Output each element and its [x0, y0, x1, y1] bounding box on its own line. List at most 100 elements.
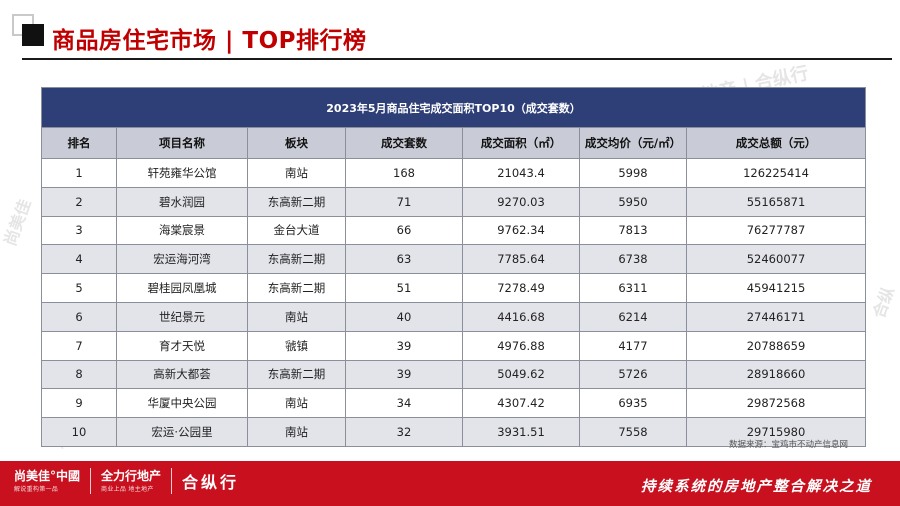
table-cell: 虢镇 — [247, 330, 346, 361]
logo-square-fill — [22, 24, 44, 46]
table-cell: 34 — [345, 388, 463, 419]
footer-bar — [0, 461, 900, 506]
table-cell: 金台大道 — [247, 215, 346, 246]
brand-logo-2: 全力行地产 商业上品 地主地产 — [101, 469, 161, 493]
table-cell: 华厦中央公园 — [116, 388, 248, 419]
watermark-right: 合纵 — [869, 284, 898, 321]
table-row: 9 华厦中央公园 南站 34 4307.42 6935 29872568 — [41, 388, 867, 419]
brand-2-name: 全力行地产 — [101, 469, 162, 483]
footer-slogan: 持续系统的房地产整合解决之道 — [641, 479, 872, 495]
table-cell: 39 — [345, 330, 463, 361]
table-cell: 7813 — [579, 215, 687, 246]
table-cell: 6738 — [579, 244, 687, 275]
table-cell: 29715980 — [685, 417, 867, 447]
table-cell: 碧水润园 — [116, 186, 248, 217]
title-divider — [22, 58, 892, 60]
table-row: 8 高新大都荟 东高新二期 39 5049.62 5726 28918660 — [41, 359, 867, 390]
table-row: 6 世纪景元 南站 40 4416.68 6214 27446171 — [41, 301, 867, 332]
column-header: 成交面积（㎡） — [462, 127, 580, 159]
brand-logo-1: 尚美佳°中國 解说重构第一品 — [14, 469, 80, 493]
table-cell: 7 — [41, 330, 117, 361]
table-cell: 71 — [345, 186, 463, 217]
page-title: 商品房住宅市场 | TOP排行榜 — [52, 28, 367, 54]
table-cell: 5 — [41, 273, 117, 303]
table-cell: 3 — [41, 215, 117, 246]
table-cell: 海棠宸景 — [116, 215, 248, 246]
watermark-left: 尚美佳 — [0, 196, 35, 249]
table-cell: 40 — [345, 301, 463, 332]
table-cell: 45941215 — [685, 273, 867, 303]
table-row: 4 宏运海河湾 东高新二期 63 7785.64 6738 52460077 — [41, 244, 867, 275]
table-header-row: 排名 项目名称 板块 成交套数 成交面积（㎡） 成交均价（元/㎡） 成交总额（元） — [41, 127, 867, 159]
table-cell: 5950 — [579, 186, 687, 217]
table-cell: 6214 — [579, 301, 687, 332]
table-cell: 南站 — [247, 301, 346, 332]
table-cell: 6935 — [579, 388, 687, 419]
ranking-table-container: 2023年5月商品住宅成交面积TOP10（成交套数） 排名 项目名称 板块 成交套数成… — [40, 87, 867, 447]
column-header: 成交套数 — [345, 127, 463, 159]
table-cell: 63 — [345, 244, 463, 275]
brand-divider — [171, 468, 173, 494]
brand-divider — [90, 468, 92, 494]
table-cell: 世纪景元 — [116, 301, 248, 332]
brand-logo-3: 合纵行 — [182, 473, 240, 492]
table-cell: 5049.62 — [462, 359, 580, 390]
table-row: 3 海棠宸景 金台大道 66 9762.34 7813 76277787 — [41, 215, 867, 246]
table-cell: 27446171 — [685, 301, 867, 332]
table-cell: 32 — [345, 417, 463, 447]
column-header: 项目名称 — [116, 127, 248, 159]
table-row: 1 轩苑雍华公馆 南站 168 21043.4 5998 126225414 — [41, 158, 867, 188]
table-cell: 1 — [41, 158, 117, 188]
table-row: 5 碧桂园凤凰城 东高新二期 51 7278.49 6311 45941215 — [41, 273, 867, 303]
table-cell: 5726 — [579, 359, 687, 390]
table-cell: 28918660 — [685, 359, 867, 390]
table-cell: 52460077 — [685, 244, 867, 275]
table-cell: 碧桂园凤凰城 — [116, 273, 248, 303]
footer-brand-logos: 尚美佳°中國 解说重构第一品 全力行地产 商业上品 地主地产 合纵行 — [14, 468, 239, 494]
table-cell: 4416.68 — [462, 301, 580, 332]
table-cell: 6 — [41, 301, 117, 332]
table-cell: 宏运·公园里 — [116, 417, 248, 447]
column-header: 排名 — [41, 127, 117, 159]
table-cell: 9762.34 — [462, 215, 580, 246]
table-cell: 4 — [41, 244, 117, 275]
table-cell: 2 — [41, 186, 117, 217]
table-cell: 39 — [345, 359, 463, 390]
table-cell: 7558 — [579, 417, 687, 447]
table-cell: 南站 — [247, 417, 346, 447]
table-cell: 51 — [345, 273, 463, 303]
table-cell: 轩苑雍华公馆 — [116, 158, 248, 188]
table-cell: 76277787 — [685, 215, 867, 246]
table-cell: 5998 — [579, 158, 687, 188]
table-cell: 南站 — [247, 388, 346, 419]
table-cell: 3931.51 — [462, 417, 580, 447]
table-cell: 育才天悦 — [116, 330, 248, 361]
brand-2-tagline: 商业上品 地主地产 — [101, 486, 154, 493]
table-cell: 66 — [345, 215, 463, 246]
table-cell: 东高新二期 — [247, 273, 346, 303]
table-cell: 南站 — [247, 158, 346, 188]
table-cell: 7785.64 — [462, 244, 580, 275]
table-cell: 6311 — [579, 273, 687, 303]
table-cell: 7278.49 — [462, 273, 580, 303]
table-cell: 20788659 — [685, 330, 867, 361]
table-cell: 168 — [345, 158, 463, 188]
table-cell: 10 — [41, 417, 117, 447]
table-cell: 9 — [41, 388, 117, 419]
table-cell: 55165871 — [685, 186, 867, 217]
table-caption: 2023年5月商品住宅成交面积TOP10（成交套数） — [40, 87, 867, 128]
brand-1-tagline: 解说重构第一品 — [14, 486, 59, 493]
column-header: 成交总额（元） — [685, 127, 867, 159]
table-cell: 9270.03 — [462, 186, 580, 217]
table-row: 10 宏运·公园里 南站 32 3931.51 7558 29715980 — [41, 417, 867, 447]
table-cell: 东高新二期 — [247, 244, 346, 275]
table-row: 7 育才天悦 虢镇 39 4976.88 4177 20788659 — [41, 330, 867, 361]
table-cell: 东高新二期 — [247, 359, 346, 390]
brand-1-name: 尚美佳°中國 — [14, 469, 81, 483]
table-cell: 29872568 — [685, 388, 867, 419]
table-cell: 4177 — [579, 330, 687, 361]
table-cell: 126225414 — [685, 158, 867, 188]
table-cell: 4307.42 — [462, 388, 580, 419]
source-note: 数据来源：宝鸡市不动产信息网 — [728, 440, 848, 450]
table-cell: 东高新二期 — [247, 186, 346, 217]
